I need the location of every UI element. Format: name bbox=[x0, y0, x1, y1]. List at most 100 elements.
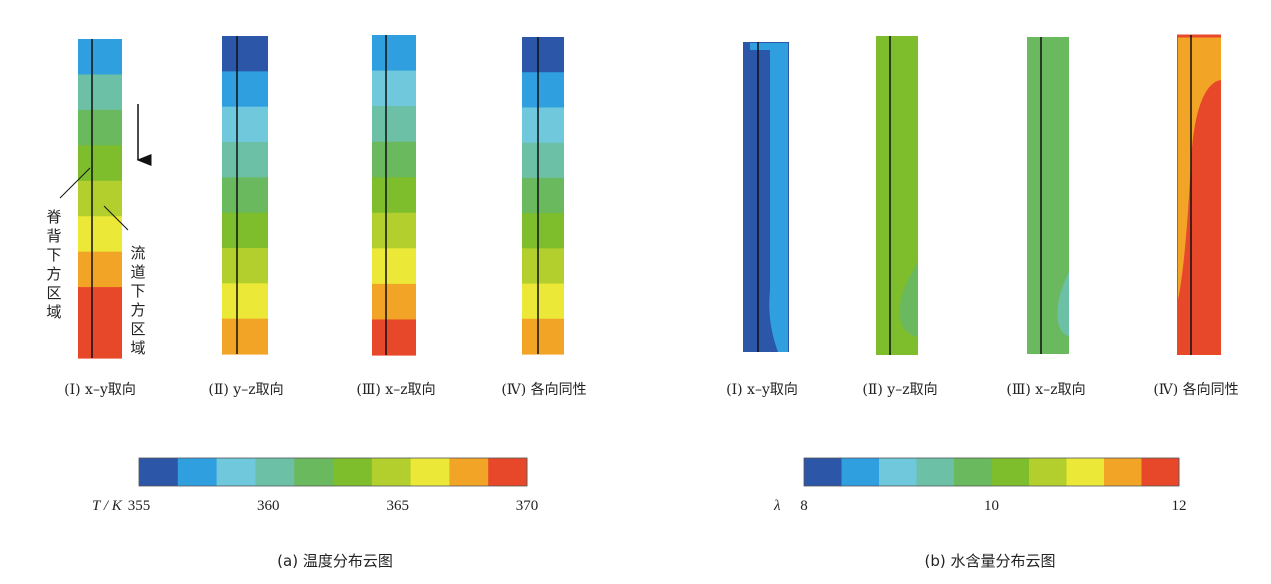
water-content-colorbar-ticks: 8 10 12 bbox=[800, 498, 1186, 514]
water-content-colorbar-swatch bbox=[916, 458, 955, 486]
temperature-column-label-4: (Ⅳ) 各向同性 bbox=[501, 382, 586, 398]
temperature-column-1 bbox=[78, 39, 122, 359]
temperature-band bbox=[522, 177, 564, 214]
water-content-colorbar-swatch bbox=[954, 458, 992, 486]
temperature-column-labels: (Ⅰ) x–y取向 (Ⅱ) y–z取向 (Ⅲ) x–z取向 (Ⅳ) 各向同性 bbox=[64, 382, 587, 398]
channel-region-label-char: 下 bbox=[130, 282, 145, 300]
water-content-column-isotropic bbox=[1177, 34, 1221, 355]
ridge-region-label-char: 域 bbox=[46, 303, 61, 321]
ridge-region-label-char: 区 bbox=[46, 284, 61, 302]
temperature-band bbox=[372, 106, 416, 143]
water-content-colorbar-symbol: λ bbox=[773, 498, 781, 514]
temperature-colorbar-swatch bbox=[216, 458, 256, 486]
water-content-column-xz bbox=[1027, 37, 1069, 354]
temperature-colorbar-tick: 365 bbox=[386, 498, 409, 514]
temperature-colorbar-swatch bbox=[177, 458, 218, 486]
temperature-band bbox=[222, 71, 268, 108]
temperature-colorbar-swatch bbox=[139, 458, 179, 486]
temperature-colorbar bbox=[138, 457, 528, 487]
ridge-region-label-char: 下 bbox=[46, 246, 61, 264]
temperature-colorbar-swatch bbox=[255, 458, 295, 486]
channel-region-label-char: 流 bbox=[130, 244, 145, 262]
temperature-band bbox=[372, 177, 416, 214]
water-content-colorbar-swatch bbox=[804, 458, 842, 486]
temperature-band bbox=[522, 283, 564, 320]
water-content-colorbar bbox=[803, 457, 1180, 487]
temperature-column-3 bbox=[372, 35, 416, 356]
water-column-iso-orange-zone bbox=[1178, 37, 1221, 300]
temperature-band bbox=[372, 141, 416, 178]
water-content-panel: (Ⅰ) x–y取向 (Ⅱ) y–z取向 (Ⅲ) x–z取向 (Ⅳ) 各向同性 λ 8 1… bbox=[726, 34, 1239, 570]
water-content-column-labels: (Ⅰ) x–y取向 (Ⅱ) y–z取向 (Ⅲ) x–z取向 (Ⅳ) 各向同性 bbox=[726, 382, 1239, 398]
ridge-region-leader-line bbox=[59, 167, 91, 199]
temperature-contour-columns bbox=[78, 35, 564, 359]
water-content-colorbar-swatch bbox=[1141, 458, 1180, 486]
temperature-colorbar-swatch bbox=[410, 458, 450, 486]
channel-region-label-char: 区 bbox=[130, 320, 145, 338]
temperature-band bbox=[78, 180, 122, 217]
temperature-band bbox=[78, 145, 122, 182]
water-content-column-label-3: (Ⅲ) x–z取向 bbox=[1006, 382, 1085, 398]
temperature-band bbox=[522, 318, 564, 355]
water-content-colorbar-swatch bbox=[879, 458, 917, 486]
temperature-band bbox=[78, 109, 122, 146]
temperature-band bbox=[222, 36, 268, 72]
channel-region-label-char: 方 bbox=[130, 301, 145, 319]
temperature-band bbox=[78, 287, 122, 324]
temperature-band bbox=[222, 212, 268, 249]
temperature-colorbar-swatch bbox=[488, 458, 528, 486]
temperature-colorbar-ticks: 355 360 365 370 bbox=[128, 498, 539, 514]
temperature-band bbox=[222, 142, 268, 178]
water-content-colorbar-tick: 8 bbox=[800, 498, 808, 514]
temperature-column-label-3: (Ⅲ) x–z取向 bbox=[356, 382, 435, 398]
water-content-caption: (b) 水含量分布云图 bbox=[925, 552, 1056, 570]
temperature-band bbox=[522, 142, 564, 179]
temperature-band bbox=[522, 213, 564, 249]
ridge-region-label-char: 脊 bbox=[46, 208, 61, 226]
ridge-region-label-char: 方 bbox=[46, 265, 61, 283]
water-content-colorbar-frame bbox=[803, 457, 1180, 487]
temperature-band-top bbox=[78, 39, 122, 59]
water-column-yz-corner bbox=[899, 262, 918, 337]
temperature-band bbox=[522, 107, 564, 144]
temperature-band bbox=[372, 319, 416, 356]
temperature-band bbox=[222, 318, 268, 355]
temperature-colorbar-tick: 355 bbox=[128, 498, 151, 514]
water-content-colorbar-swatch bbox=[1029, 458, 1067, 486]
water-column-xz-corner bbox=[1057, 272, 1069, 336]
water-content-column-label-2: (Ⅱ) y–z取向 bbox=[862, 382, 937, 398]
temperature-colorbar-swatch bbox=[449, 458, 489, 486]
channel-region-label-char: 域 bbox=[130, 339, 145, 357]
water-content-colorbar-swatch bbox=[841, 458, 880, 486]
temperature-colorbar-tick: 370 bbox=[516, 498, 539, 514]
water-content-colorbar-tick: 12 bbox=[1172, 498, 1187, 514]
water-content-column-label-4: (Ⅳ) 各向同性 bbox=[1153, 382, 1238, 398]
temperature-band bbox=[372, 212, 416, 249]
channel-region-label-char: 道 bbox=[130, 263, 145, 281]
temperature-band bbox=[522, 72, 564, 109]
water-content-colorbar-swatch bbox=[991, 458, 1030, 486]
water-content-column-yz bbox=[876, 36, 918, 355]
water-content-column-xy bbox=[743, 42, 789, 352]
water-content-colorbar-swatch bbox=[1104, 458, 1142, 486]
temperature-colorbar-frame bbox=[138, 457, 528, 487]
water-content-colorbar-swatch bbox=[1066, 458, 1105, 486]
temperature-band bbox=[372, 35, 416, 72]
temperature-band bbox=[372, 248, 416, 285]
temperature-column-label-1: (Ⅰ) x–y取向 bbox=[64, 382, 136, 398]
temperature-colorbar-swatch bbox=[294, 458, 334, 486]
water-column-xy-left-zone bbox=[744, 52, 770, 352]
temperature-caption: (a) 温度分布云图 bbox=[277, 552, 393, 570]
water-column-xy-core bbox=[750, 43, 788, 352]
temperature-band bbox=[78, 216, 122, 253]
temperature-band bbox=[522, 37, 564, 73]
channel-region-leader-line bbox=[103, 205, 129, 231]
temperature-band bbox=[372, 70, 416, 107]
temperature-colorbar-symbol: T / K bbox=[92, 498, 123, 514]
temperature-band bbox=[78, 251, 122, 288]
temperature-band bbox=[78, 322, 122, 359]
